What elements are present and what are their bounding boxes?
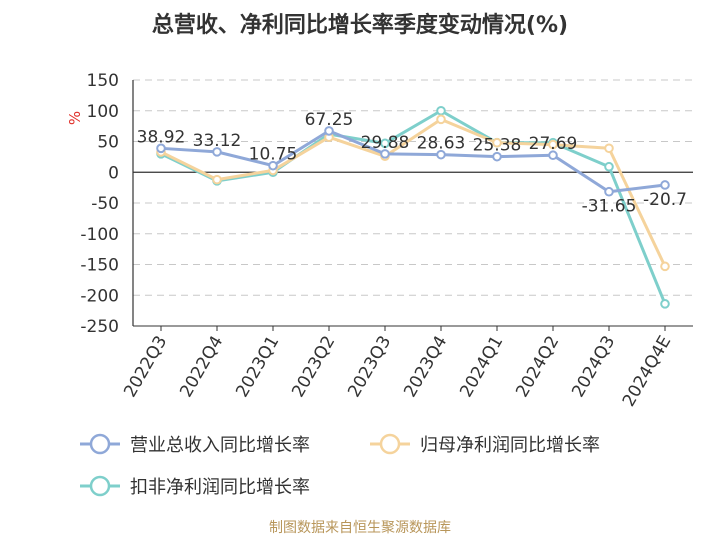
- data-label: 28.63: [417, 134, 466, 154]
- x-tick-label: 2024Q1: [456, 333, 507, 401]
- x-tick-label: 2024Q2: [512, 333, 563, 401]
- y-tick-label: 0: [108, 163, 119, 183]
- legend-label: 营业总收入同比增长率: [130, 435, 310, 456]
- y-axis-label: %: [66, 111, 84, 125]
- data-point: [436, 149, 446, 160]
- data-point: [436, 105, 446, 116]
- data-point: [268, 160, 278, 171]
- data-label: 27.69: [529, 134, 578, 154]
- data-point: [548, 150, 558, 161]
- data-point: [436, 114, 446, 125]
- y-tick-label: -100: [80, 225, 119, 245]
- legend-item[interactable]: 营业总收入同比增长率: [80, 433, 310, 456]
- data-point: [604, 161, 614, 172]
- x-tick-label: 2023Q2: [288, 333, 339, 401]
- x-tick-label: 2024Q4E: [619, 333, 675, 411]
- x-tick-label: 2024Q3: [568, 333, 619, 401]
- legend-marker-icon: [379, 433, 401, 455]
- data-label: -20.7: [643, 190, 687, 210]
- data-point: [212, 147, 222, 157]
- data-label: -31.65: [582, 197, 637, 217]
- y-tick-label: -150: [80, 256, 119, 276]
- data-point: [660, 180, 670, 190]
- y-tick-label: -200: [80, 286, 119, 306]
- y-tick-label: 100: [87, 102, 119, 122]
- x-tick-label: 2023Q3: [344, 333, 395, 401]
- data-point: [548, 139, 558, 150]
- data-point: [492, 137, 502, 148]
- data-labels: 38.92 33.12 10.75 67.25 29.88 28.63 25.38 27.69…: [137, 110, 687, 217]
- data-point: [604, 143, 614, 154]
- data-point: [212, 174, 222, 185]
- data-label: 25.38: [473, 136, 522, 156]
- y-tick-label: 50: [97, 133, 119, 153]
- data-label: 10.75: [249, 145, 298, 165]
- data-label: 33.12: [193, 131, 242, 151]
- legend-item[interactable]: 扣非净利润同比增长率: [80, 475, 310, 498]
- x-tick-label: 2022Q3: [120, 333, 171, 401]
- data-point: [604, 186, 614, 197]
- data-label: 67.25: [305, 110, 354, 130]
- data-point: [380, 138, 390, 149]
- series-line: [160, 117, 667, 267]
- series-lines: [156, 105, 670, 309]
- y-tick-label: -50: [91, 194, 119, 214]
- data-label: 29.88: [361, 133, 410, 153]
- data-point: [324, 126, 334, 136]
- x-tick-label: 2023Q4: [400, 333, 451, 401]
- x-tick-label: 2022Q4: [176, 333, 227, 401]
- data-point: [660, 299, 670, 309]
- data-point: [492, 151, 502, 162]
- chart-title: 总营收、净利同比增长率季度变动情况(%): [152, 12, 568, 38]
- series-line: [160, 129, 666, 194]
- legend-item[interactable]: 归母净利润同比增长率: [370, 433, 600, 456]
- legend-marker-icon: [89, 433, 111, 455]
- legend-marker-icon: [89, 475, 111, 497]
- data-point: [156, 143, 166, 154]
- legend-label: 归母净利润同比增长率: [420, 435, 600, 456]
- y-tick-label: 150: [87, 71, 119, 91]
- x-tick-label: 2023Q1: [232, 333, 283, 401]
- y-tick-label: -250: [80, 317, 119, 337]
- series-line: [160, 109, 667, 305]
- data-point: [660, 261, 670, 272]
- source-note: 制图数据来自恒生聚源数据库: [269, 520, 451, 536]
- legend-label: 扣非净利润同比增长率: [130, 477, 310, 498]
- data-label: 38.92: [137, 127, 186, 147]
- data-point: [380, 149, 390, 159]
